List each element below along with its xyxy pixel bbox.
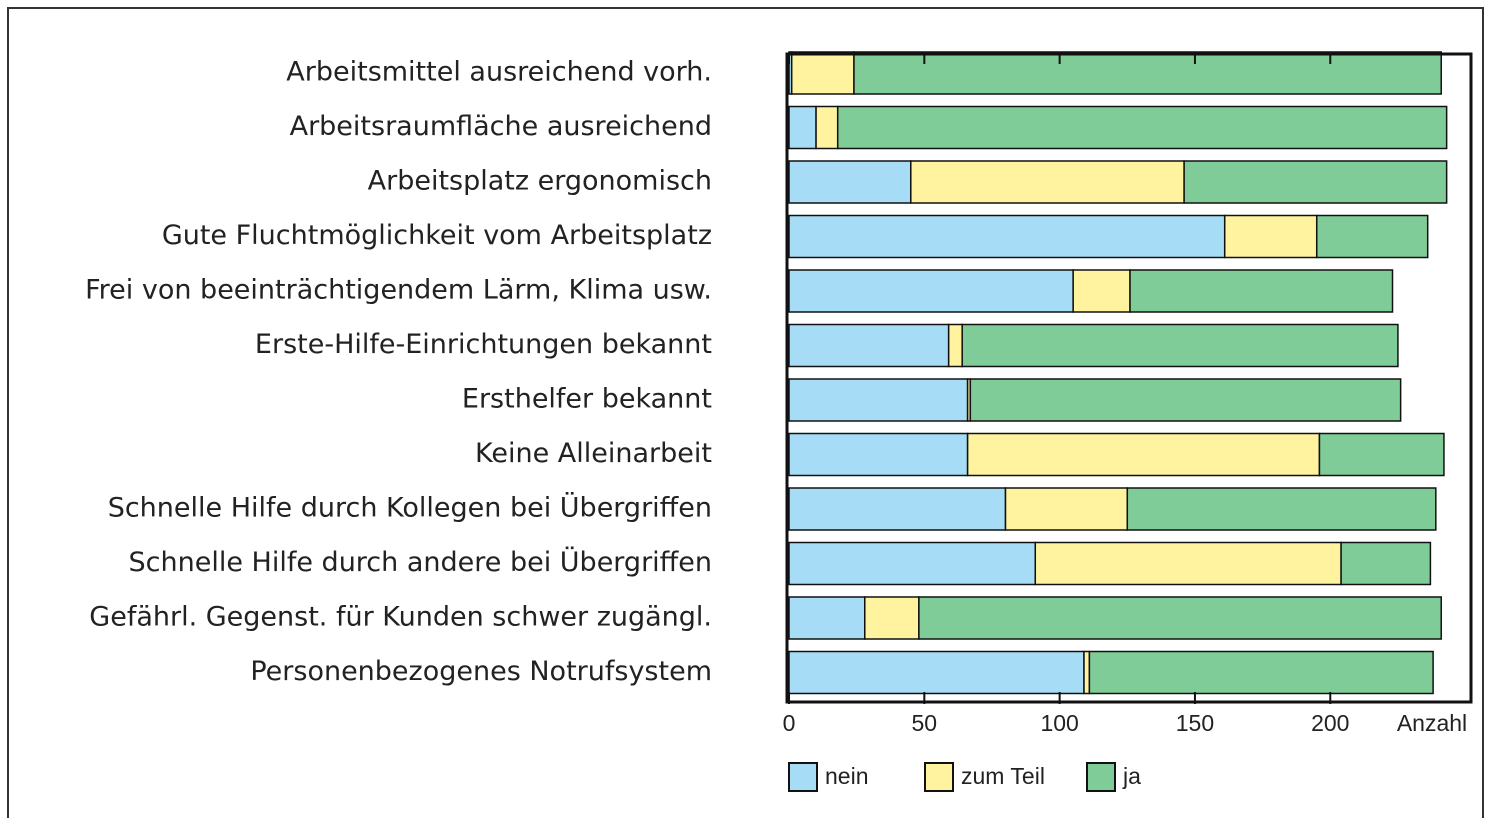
category-label: Gute Fluchtmöglichkeit vom Arbeitsplatz <box>162 220 712 251</box>
bar-segment <box>1129 269 1394 313</box>
bar-segment <box>1183 160 1448 204</box>
bar-segment <box>966 432 1321 477</box>
x-tick-label: 200 <box>1311 710 1349 736</box>
legend-swatch <box>788 762 818 792</box>
bar-segment <box>788 160 912 204</box>
x-tick-label: 0 <box>783 710 796 736</box>
x-tick-label: 50 <box>912 710 938 736</box>
legend-swatch <box>1086 762 1116 792</box>
bar-segment <box>1034 541 1342 586</box>
legend-label: nein <box>825 763 868 789</box>
category-label: Schnelle Hilfe durch andere bei Übergrif… <box>129 546 712 578</box>
bar-segment <box>788 378 969 422</box>
bar-segment <box>836 105 1448 150</box>
bar-segment <box>918 596 1442 640</box>
bar-segment <box>788 323 950 368</box>
bar-segment <box>1004 487 1129 531</box>
category-label: Keine Alleinarbeit <box>475 438 712 469</box>
category-label: Arbeitsmittel ausreichend vorh. <box>286 57 712 88</box>
bar-segment <box>969 378 1402 422</box>
plot-frame <box>785 52 1473 704</box>
bar-segment <box>1315 214 1429 259</box>
bar-segment <box>788 105 817 150</box>
legend-label: zum Teil <box>961 763 1045 789</box>
bar-segment <box>788 432 969 477</box>
category-label: Ersthelfer bekannt <box>462 384 712 415</box>
x-tick-label: 100 <box>1040 710 1078 736</box>
bar-segment <box>1126 487 1437 531</box>
bar-segment <box>1072 269 1131 313</box>
bar-segment <box>947 323 963 368</box>
bar-segment <box>864 596 920 640</box>
bar-segment <box>788 596 866 640</box>
bar-segment <box>788 487 1007 531</box>
category-label: Gefährl. Gegenst. für Kunden schwer zugä… <box>89 602 712 633</box>
bar-segment <box>788 214 1226 259</box>
category-label: Arbeitsraumfläche ausreichend <box>290 111 712 142</box>
bar-segment <box>1088 650 1434 695</box>
x-tick-label: 150 <box>1176 710 1214 736</box>
bar-segment <box>1318 432 1445 477</box>
bar-segment <box>910 160 1185 204</box>
bar-segment <box>788 541 1037 586</box>
bar-segment <box>788 650 1085 695</box>
bar-segment <box>1223 214 1318 259</box>
bar-segment <box>790 51 855 95</box>
bar-segment <box>788 269 1074 313</box>
bar-segment <box>1340 541 1432 586</box>
legend-swatch <box>924 762 954 792</box>
category-label: Erste-Hilfe-Einrichtungen bekannt <box>255 329 712 360</box>
frame <box>7 7 1484 818</box>
bar-segment <box>1083 650 1091 695</box>
legend-label: ja <box>1122 763 1141 789</box>
bar-segment <box>853 51 1442 95</box>
x-axis-label: Anzahl <box>1397 710 1467 736</box>
category-label: Personenbezogenes Notrufsystem <box>250 656 712 687</box>
bar-segment <box>961 323 1399 368</box>
category-label: Schnelle Hilfe durch Kollegen bei Übergr… <box>108 492 712 524</box>
bar-segment <box>815 105 839 150</box>
category-label: Frei von beeinträchtigendem Lärm, Klima … <box>85 275 712 306</box>
category-label: Arbeitsplatz ergonomisch <box>368 166 712 197</box>
